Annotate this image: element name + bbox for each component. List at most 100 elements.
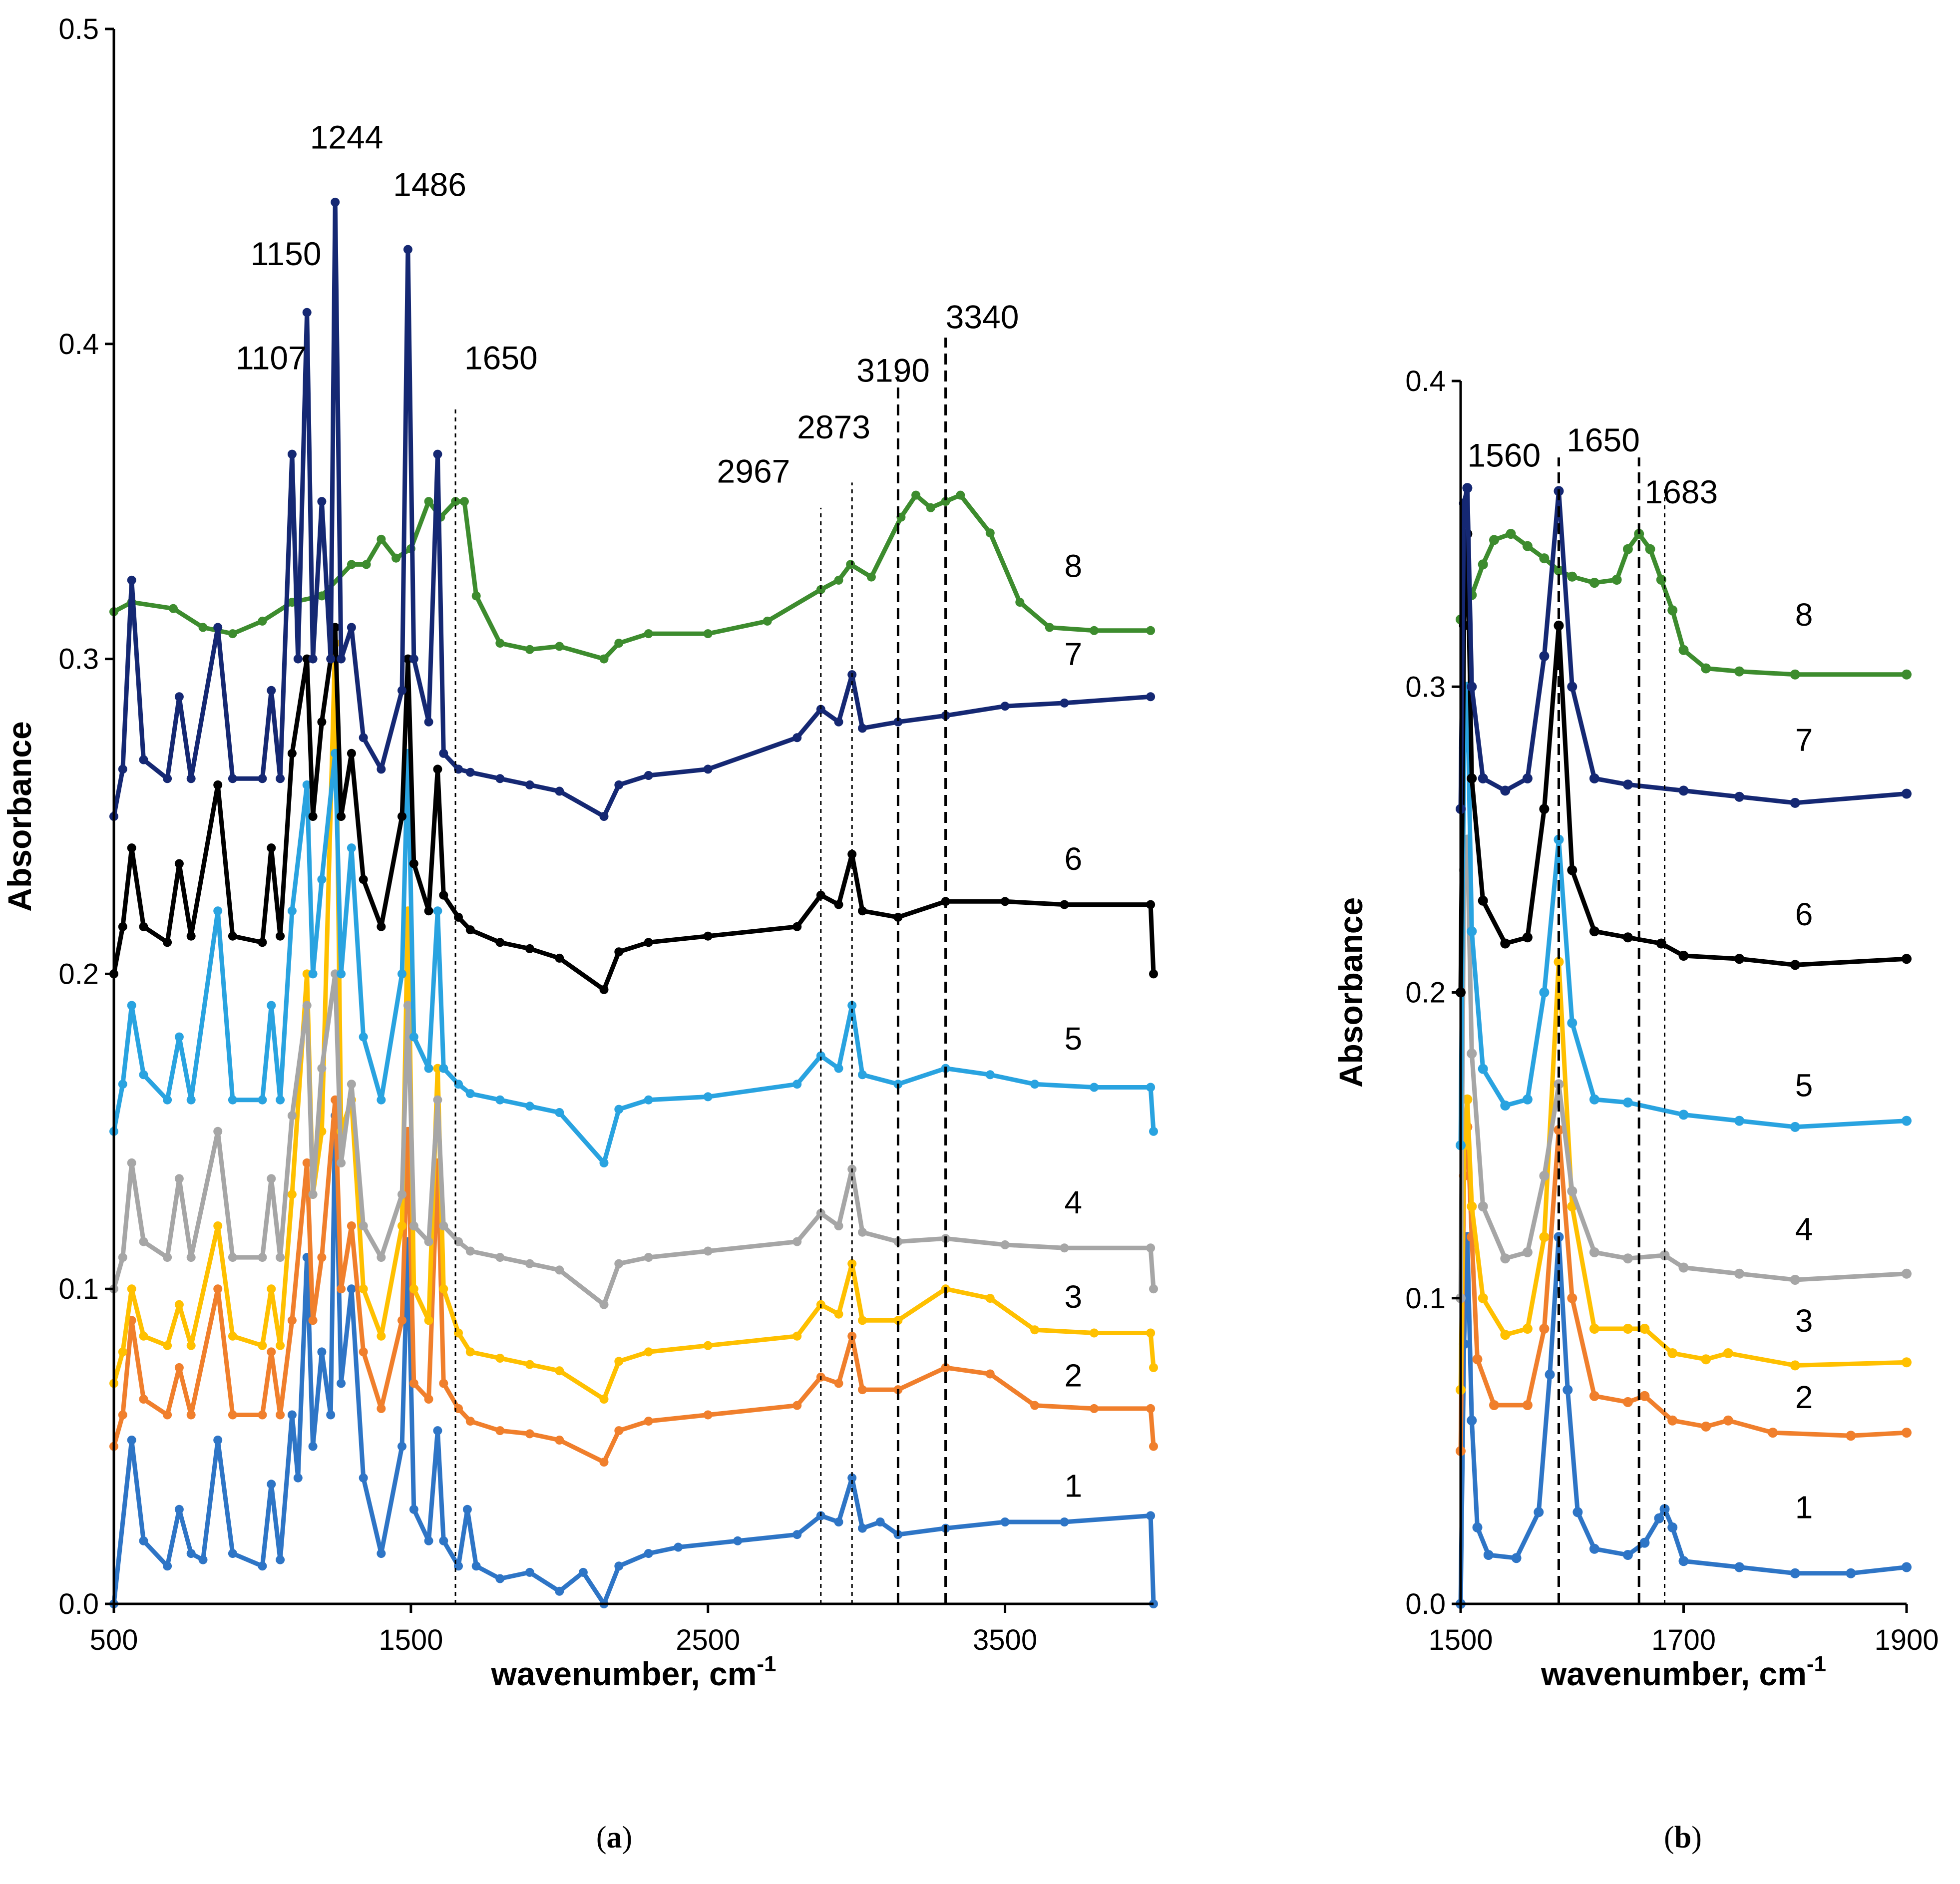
series-5-point <box>792 1080 802 1089</box>
series-7-point <box>1567 682 1577 692</box>
x-tick-label: 2500 <box>676 1624 740 1656</box>
series-4-point <box>377 1253 386 1262</box>
series-5-point <box>1522 1094 1533 1105</box>
panel-label-letter: a <box>607 1821 622 1855</box>
series-8-point <box>1701 663 1711 674</box>
series-7-point <box>1478 773 1488 783</box>
series-1-point <box>1659 1504 1670 1514</box>
series-5-point <box>1567 1018 1577 1028</box>
series-4-point <box>1000 1240 1010 1249</box>
series-8-point <box>1506 529 1516 539</box>
series-3-point <box>258 1341 267 1350</box>
series-6-point <box>347 749 356 758</box>
series-2-point <box>1030 1401 1040 1410</box>
series-8-point <box>1015 598 1025 607</box>
series-4-point <box>163 1253 172 1262</box>
series-5-point <box>118 1080 127 1089</box>
series-5-point <box>985 1070 995 1080</box>
series-8-point <box>816 585 825 594</box>
series-1-point <box>834 1517 843 1526</box>
peak-annotation-1650: 1650 <box>464 339 538 376</box>
series-8-label: 8 <box>1795 597 1813 633</box>
series-7-point <box>287 449 297 459</box>
series-7-point <box>465 767 475 777</box>
series-7-point <box>1500 785 1511 796</box>
series-6-point <box>1734 954 1745 964</box>
series-2-point <box>599 1458 609 1467</box>
series-3-point <box>1589 1324 1599 1334</box>
panel-label-close: ) <box>1691 1821 1702 1855</box>
series-8-point <box>1734 666 1745 677</box>
series-1-point <box>1589 1543 1599 1554</box>
series-4-point <box>644 1253 653 1262</box>
series-6-point <box>792 922 802 931</box>
series-1-point <box>258 1561 267 1571</box>
series-5-point <box>439 1064 448 1073</box>
x-axis-title-text: wavenumber, cm <box>1541 1655 1807 1692</box>
x-tick-label: 3500 <box>973 1624 1037 1656</box>
series-8-point <box>362 560 371 569</box>
x-axis-title-text: wavenumber, cm <box>490 1655 757 1692</box>
series-5-label: 5 <box>1065 1021 1083 1057</box>
series-4-point <box>267 1174 276 1183</box>
series-3-label: 3 <box>1065 1279 1083 1315</box>
series-5-point <box>1539 987 1550 998</box>
series-2-point <box>1090 1404 1099 1413</box>
series-4-point <box>599 1300 609 1309</box>
series-7-point <box>377 764 386 774</box>
series-1-point <box>1678 1556 1689 1566</box>
series-1-point <box>555 1586 564 1596</box>
series-8-point <box>1589 578 1599 588</box>
series-5-point <box>1902 1116 1912 1126</box>
series-5-group <box>109 749 1158 1167</box>
series-8-point <box>169 604 178 613</box>
series-3-point <box>1500 1330 1511 1340</box>
series-2-point <box>302 1158 312 1167</box>
series-5-point <box>433 906 442 916</box>
series-8-point <box>392 553 401 563</box>
series-3-label: 3 <box>1795 1303 1813 1339</box>
series-3-point <box>893 1316 903 1325</box>
series-6-point <box>337 812 346 821</box>
series-7-point <box>397 686 406 695</box>
series-3-point <box>127 1284 136 1294</box>
series-7-point <box>1902 788 1912 799</box>
series-4-point <box>403 1001 412 1010</box>
series-5-point <box>1734 1116 1745 1126</box>
series-2-point <box>1554 1125 1564 1135</box>
series-3-line <box>111 641 1156 1402</box>
y-tick-label: 0.1 <box>1405 1282 1446 1315</box>
series-1-point <box>1622 1550 1633 1560</box>
series-5-point <box>409 1032 418 1042</box>
series-5-point <box>127 1001 136 1010</box>
series-4-point <box>1790 1275 1800 1285</box>
series-4-point <box>359 1221 368 1230</box>
series-1-point <box>267 1480 276 1489</box>
series-2-point <box>1846 1431 1856 1441</box>
series-5-point <box>397 969 406 979</box>
series-8-point <box>198 623 208 632</box>
series-6-point <box>525 944 534 953</box>
y-tick-label: 0.2 <box>58 958 99 990</box>
peak-annotation-3340: 3340 <box>946 298 1019 335</box>
series-2-point <box>1522 1400 1533 1410</box>
series-7-point <box>614 780 624 789</box>
series-4-point <box>555 1265 564 1275</box>
series-1-point <box>293 1473 303 1483</box>
series-1-point <box>1667 1522 1678 1532</box>
series-3-point <box>1554 957 1564 967</box>
series-1-point <box>1572 1507 1583 1517</box>
x-tick-label: 500 <box>90 1624 138 1656</box>
peak-annotation-2967: 2967 <box>717 452 790 489</box>
series-6-point <box>1522 932 1533 943</box>
series-8-point <box>1678 645 1689 655</box>
panel-label: (b) <box>1664 1821 1702 1855</box>
series-3-point <box>397 1221 406 1230</box>
series-6-point <box>703 931 713 941</box>
series-4-point <box>186 1253 196 1262</box>
series-6-point <box>139 922 148 931</box>
series-5-point <box>1790 1122 1800 1132</box>
series-7-point <box>495 774 505 783</box>
series-7-point <box>409 654 418 664</box>
series-4-group <box>109 969 1158 1309</box>
